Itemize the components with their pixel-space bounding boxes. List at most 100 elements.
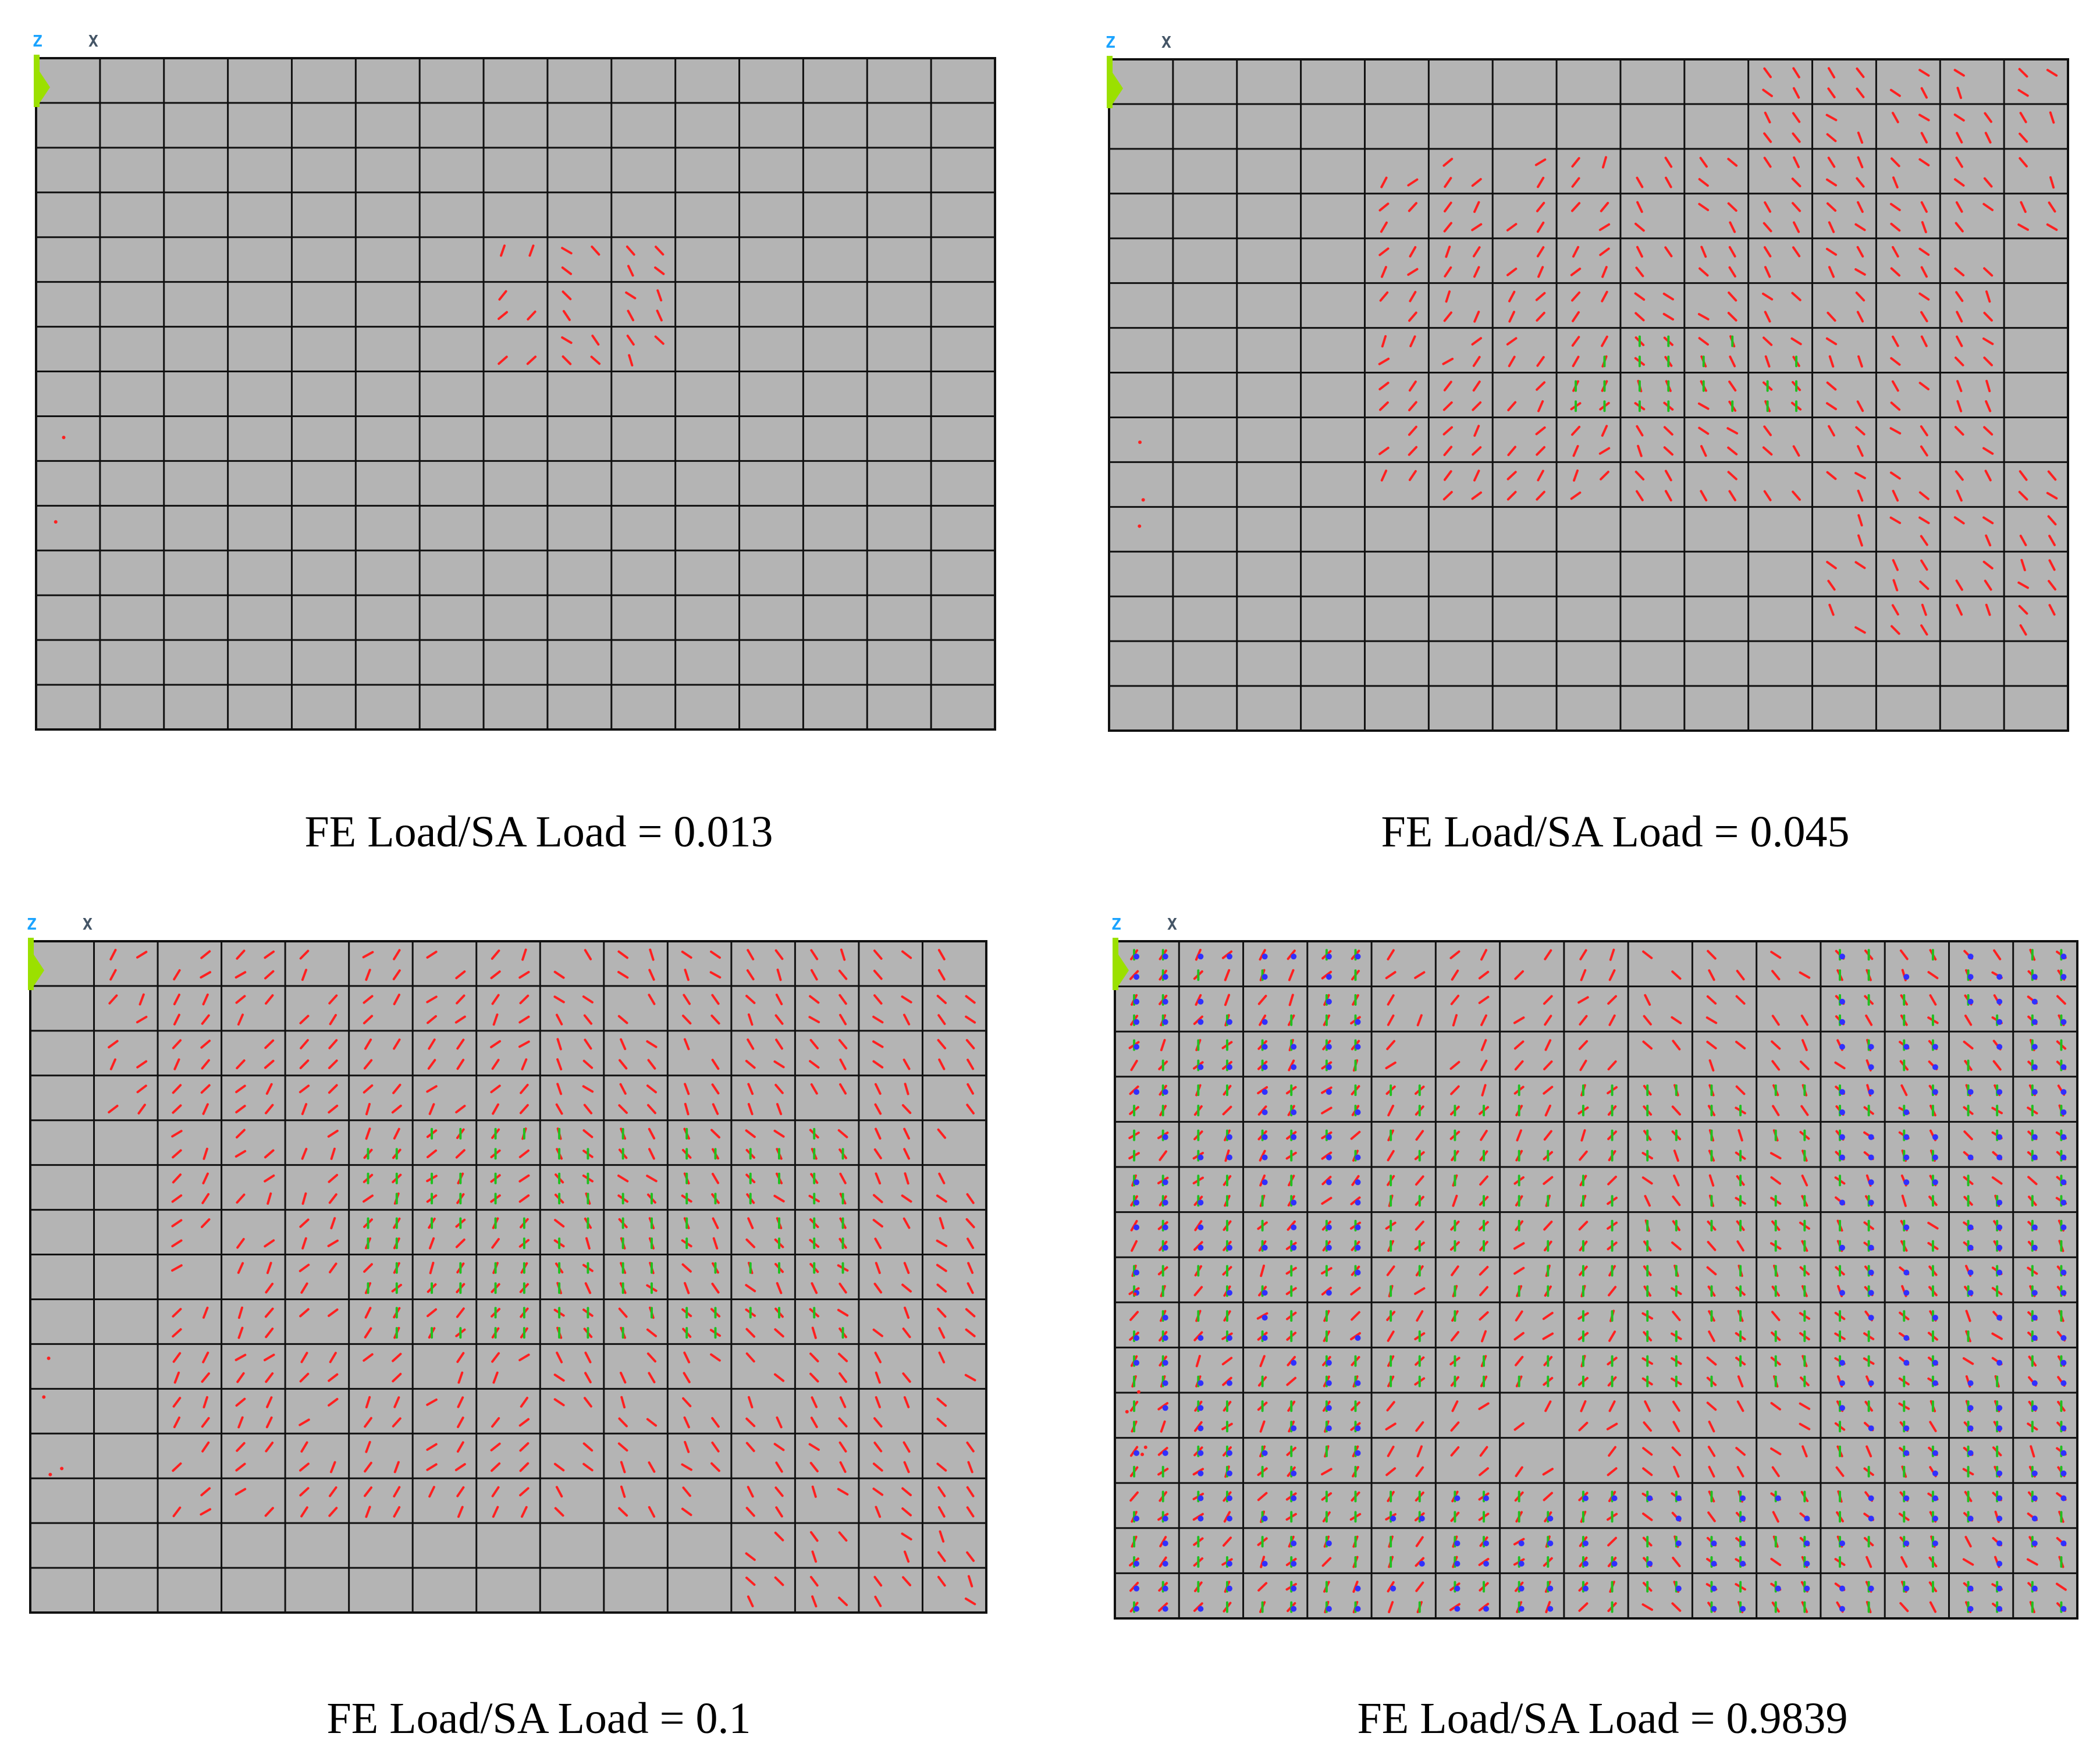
- crack-mark-first: [683, 994, 691, 1005]
- crack-mark-first: [1129, 1491, 1139, 1502]
- crush-mark: [1355, 1109, 1361, 1115]
- crack-mark-first: [1857, 514, 1863, 527]
- crack-mark-first: [902, 1441, 911, 1453]
- crack-mark-first: [299, 1015, 310, 1024]
- crack-mark-first: [1607, 1060, 1617, 1071]
- crush-mark: [1582, 1585, 1589, 1592]
- crack-mark-first: [1387, 1104, 1395, 1117]
- crack-mark-first: [1636, 425, 1644, 437]
- crack-mark-first: [328, 1059, 338, 1069]
- crack-mark-first: [1634, 312, 1645, 322]
- crush-mark: [1198, 1606, 1204, 1612]
- crack-mark-first: [1321, 1176, 1332, 1186]
- crush-mark: [2031, 1134, 2038, 1140]
- crack-mark-first: [1514, 1060, 1524, 1071]
- crack-mark-first: [1536, 201, 1545, 212]
- crush-mark: [1162, 974, 1168, 980]
- crack-mark-first: [1536, 490, 1545, 501]
- crack-mark-first: [875, 1396, 881, 1408]
- crush-mark: [1226, 1450, 1232, 1456]
- mesh-boundary: [35, 57, 996, 731]
- crack-mark-first: [562, 290, 572, 301]
- crush-mark: [1198, 1244, 1204, 1251]
- crush-mark: [1996, 1495, 2003, 1501]
- crack-mark-first: [1698, 337, 1709, 346]
- crush-mark: [1996, 1269, 2003, 1276]
- crack-mark-first: [872, 1487, 884, 1496]
- crack-mark-first: [1764, 111, 1771, 124]
- crush-mark: [1868, 1585, 1874, 1592]
- crack-mark-first: [1856, 311, 1864, 323]
- crack-mark-first: [839, 1396, 847, 1408]
- crack-mark-first: [237, 1306, 244, 1319]
- crack-mark-first: [964, 1597, 976, 1606]
- crack-mark-first: [201, 1059, 210, 1070]
- crush-mark: [2031, 974, 2038, 980]
- crack-mark-first: [1260, 1556, 1266, 1568]
- crack-mark-first: [1414, 971, 1426, 979]
- crack-mark-first: [172, 1173, 182, 1184]
- crack-dot: [60, 1467, 64, 1471]
- crack-mark-first: [681, 1507, 692, 1517]
- crack-mark-first: [490, 970, 501, 980]
- crush-mark: [1675, 1540, 1682, 1547]
- crush-mark: [1775, 1585, 1781, 1592]
- crack-mark-first: [1735, 1040, 1746, 1049]
- crack-mark-first: [1473, 266, 1480, 278]
- crack-mark-first: [809, 1575, 819, 1587]
- crack-mark-first: [364, 1461, 372, 1473]
- crack-mark-first: [1378, 401, 1389, 411]
- crack-mark-first: [1578, 1602, 1589, 1612]
- crack-mark-first: [1899, 1602, 1909, 1613]
- crack-mark-first: [1473, 311, 1480, 323]
- triad-x-label: X: [1167, 914, 1177, 934]
- crack-mark-first: [1471, 337, 1482, 346]
- crack-mark-first: [1637, 444, 1643, 457]
- crack-mark-first: [1571, 336, 1580, 347]
- crack-mark-first: [426, 951, 438, 959]
- crack-mark-first: [1415, 1175, 1424, 1186]
- crush-mark: [1967, 998, 1974, 1005]
- crack-mark-first: [1507, 401, 1517, 411]
- crack-mark-first: [1771, 1015, 1780, 1026]
- crack-mark-first: [936, 1397, 947, 1407]
- crush-mark: [1967, 1450, 1974, 1456]
- crack-mark-first: [584, 949, 592, 960]
- crack-mark-first: [774, 1328, 784, 1338]
- crack-mark-first: [747, 1486, 754, 1498]
- crack-mark-first: [936, 1418, 947, 1428]
- crack-mark-first: [1792, 87, 1800, 99]
- crush-mark: [1198, 1154, 1204, 1161]
- crack-mark-first: [236, 1238, 245, 1249]
- crack-mark-first: [202, 1307, 209, 1319]
- crack-mark-first: [965, 1308, 976, 1318]
- crack-mark-first: [620, 1485, 626, 1498]
- crack-mark-first: [1608, 969, 1616, 981]
- crack-mark-first: [902, 1328, 911, 1339]
- crack-mark-first: [873, 994, 883, 1005]
- crack-mark-first: [329, 1013, 337, 1026]
- crack-mark-first: [1956, 87, 1963, 99]
- crack-mark-first: [1854, 626, 1866, 634]
- crush-mark: [1226, 1495, 1232, 1501]
- crack-mark-first: [1663, 426, 1673, 436]
- crack-mark-first: [582, 995, 594, 1003]
- crack-mark-first: [1408, 202, 1417, 212]
- crush-mark: [1355, 953, 1361, 960]
- crack-mark-first: [710, 1462, 720, 1472]
- crush-mark: [2031, 998, 2038, 1005]
- crack-mark-first: [966, 1442, 975, 1453]
- crush-mark: [1903, 1425, 1910, 1432]
- crack-mark-first: [1642, 950, 1653, 959]
- crush-mark: [1903, 1495, 1910, 1501]
- crack-mark-first: [1954, 267, 1965, 277]
- crack-mark-first: [936, 994, 947, 1005]
- crack-mark-first: [1472, 446, 1482, 456]
- crack-mark-first: [745, 1352, 755, 1363]
- crack-mark-first: [1984, 469, 1992, 482]
- crack-mark-first: [683, 1372, 691, 1383]
- crack-mark-first: [1673, 1465, 1680, 1478]
- crack-mark-first: [1772, 1105, 1780, 1116]
- crush-mark: [1868, 1269, 1874, 1276]
- crack-mark-first: [328, 1039, 338, 1049]
